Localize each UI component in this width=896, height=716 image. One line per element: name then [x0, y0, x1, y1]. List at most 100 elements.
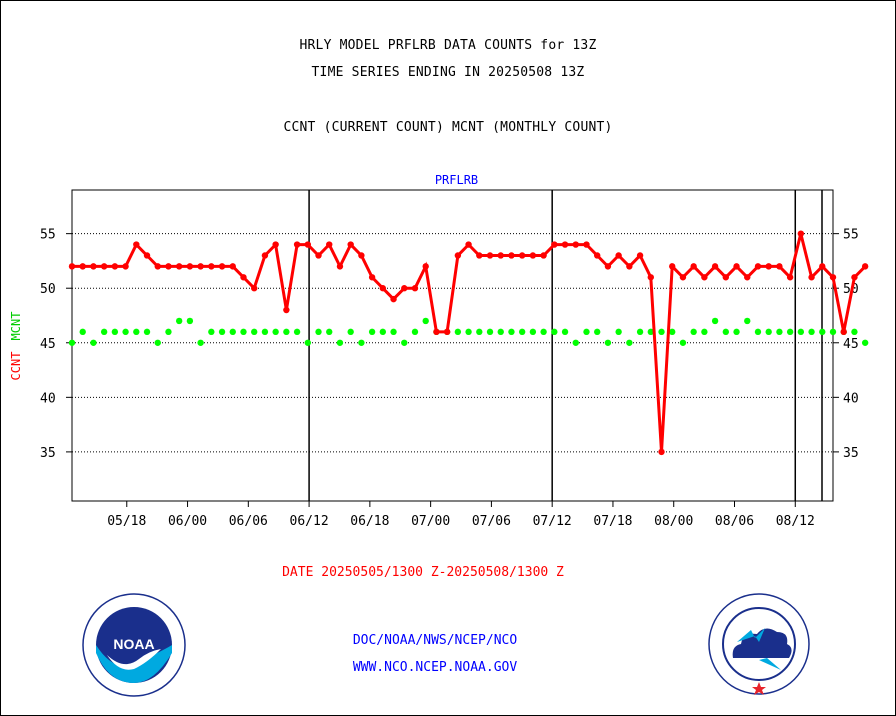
data-point-ccnt [443, 328, 451, 336]
y-tick-label-right: 35 [843, 446, 859, 461]
data-point-ccnt [658, 448, 665, 456]
x-tick-label: 07/06 [472, 514, 511, 529]
data-point-mcnt [797, 328, 805, 336]
y-axis-label-ccnt: CCNT [9, 352, 23, 381]
data-point-ccnt [604, 263, 612, 270]
data-point-ccnt [690, 263, 697, 270]
data-point-ccnt [647, 274, 654, 281]
data-point-ccnt [636, 252, 644, 259]
data-point-ccnt [861, 263, 869, 270]
x-tick-label: 07/12 [533, 514, 572, 529]
credit-website: WWW.NCO.NCEP.NOAA.GOV [352, 660, 518, 675]
x-tick-label: 06/18 [350, 514, 389, 529]
data-point-ccnt [251, 285, 258, 292]
data-point-ccnt [808, 274, 815, 281]
data-point-mcnt [486, 328, 494, 336]
data-point-ccnt [368, 274, 376, 281]
data-point-ccnt [154, 263, 161, 270]
x-tick-label: 08/00 [654, 514, 693, 529]
data-point-mcnt [111, 328, 119, 336]
data-point-ccnt [304, 241, 312, 248]
y-tick-label-left: 50 [40, 282, 56, 297]
data-point-ccnt [411, 285, 419, 292]
x-tick-label: 05/18 [107, 514, 146, 529]
data-point-mcnt [261, 328, 269, 336]
data-point-mcnt [540, 328, 547, 336]
data-point-mcnt [722, 328, 730, 336]
data-point-mcnt [368, 328, 376, 336]
data-point-mcnt [561, 328, 569, 336]
data-point-mcnt [283, 328, 290, 336]
x-tick-label: 06/06 [229, 514, 268, 529]
data-point-mcnt [829, 328, 837, 336]
data-point-ccnt [347, 241, 354, 248]
data-point-ccnt [336, 263, 344, 270]
data-point-ccnt [401, 285, 408, 292]
data-point-mcnt [422, 317, 429, 325]
data-point-ccnt [175, 263, 183, 270]
data-point-ccnt [186, 263, 194, 270]
data-point-ccnt [819, 263, 826, 270]
data-point-mcnt [593, 328, 601, 336]
data-point-ccnt [518, 252, 526, 259]
data-point-ccnt [572, 241, 579, 248]
data-point-ccnt [293, 241, 301, 248]
data-point-ccnt [754, 263, 762, 270]
data-point-mcnt [304, 339, 312, 346]
noaa-logo: NOAA [82, 593, 186, 697]
data-point-mcnt [390, 328, 397, 336]
data-point-ccnt [433, 328, 440, 336]
data-point-ccnt [829, 274, 837, 281]
y-tick-label-left: 45 [40, 337, 56, 352]
data-point-mcnt [79, 328, 86, 336]
data-point-mcnt [476, 328, 483, 336]
nws-logo [708, 593, 810, 695]
data-point-ccnt [561, 241, 569, 248]
data-point-ccnt [679, 274, 687, 281]
y-tick-label-left: 35 [40, 446, 56, 461]
data-point-ccnt [111, 263, 119, 270]
x-tick-label: 07/00 [411, 514, 450, 529]
data-point-ccnt [722, 274, 730, 281]
credit-org: DOC/NOAA/NWS/NCEP/NCO [352, 633, 518, 648]
data-point-mcnt [218, 328, 226, 336]
data-point-mcnt [636, 328, 644, 336]
data-point-mcnt [658, 328, 665, 336]
data-point-ccnt [711, 263, 719, 270]
data-point-ccnt [776, 263, 783, 270]
x-tick-label: 06/00 [168, 514, 207, 529]
chart-title-line2: TIME SERIES ENDING IN 20250508 13Z [311, 65, 585, 80]
data-point-mcnt [326, 328, 333, 336]
data-point-ccnt [326, 241, 333, 248]
data-point-ccnt [626, 263, 633, 270]
data-point-mcnt [861, 339, 869, 346]
data-point-ccnt [218, 263, 226, 270]
data-point-mcnt [701, 328, 708, 336]
data-point-mcnt [90, 339, 97, 346]
data-point-ccnt [529, 252, 537, 259]
data-point-ccnt [486, 252, 494, 259]
data-point-ccnt [786, 274, 794, 281]
data-point-ccnt [583, 241, 590, 248]
chart-subtitle: CCNT (CURRENT COUNT) MCNT (MONTHLY COUNT… [283, 120, 613, 135]
data-point-mcnt [315, 328, 322, 336]
data-point-mcnt [175, 317, 183, 325]
data-point-mcnt [133, 328, 140, 336]
data-point-ccnt [197, 263, 204, 270]
data-point-mcnt [508, 328, 515, 336]
data-point-ccnt [540, 252, 547, 259]
data-point-mcnt [165, 328, 172, 336]
data-point-mcnt [100, 328, 108, 336]
data-point-ccnt [476, 252, 483, 259]
x-tick-label: 08/12 [776, 514, 815, 529]
plot-title: PRFLRB [435, 173, 478, 187]
data-point-mcnt [572, 339, 579, 346]
data-point-mcnt [208, 328, 215, 336]
data-point-mcnt [122, 328, 129, 336]
data-point-ccnt [79, 263, 86, 270]
data-point-mcnt [143, 328, 151, 336]
data-point-mcnt [711, 317, 719, 325]
x-tick-label: 07/18 [593, 514, 632, 529]
data-point-mcnt [808, 328, 815, 336]
